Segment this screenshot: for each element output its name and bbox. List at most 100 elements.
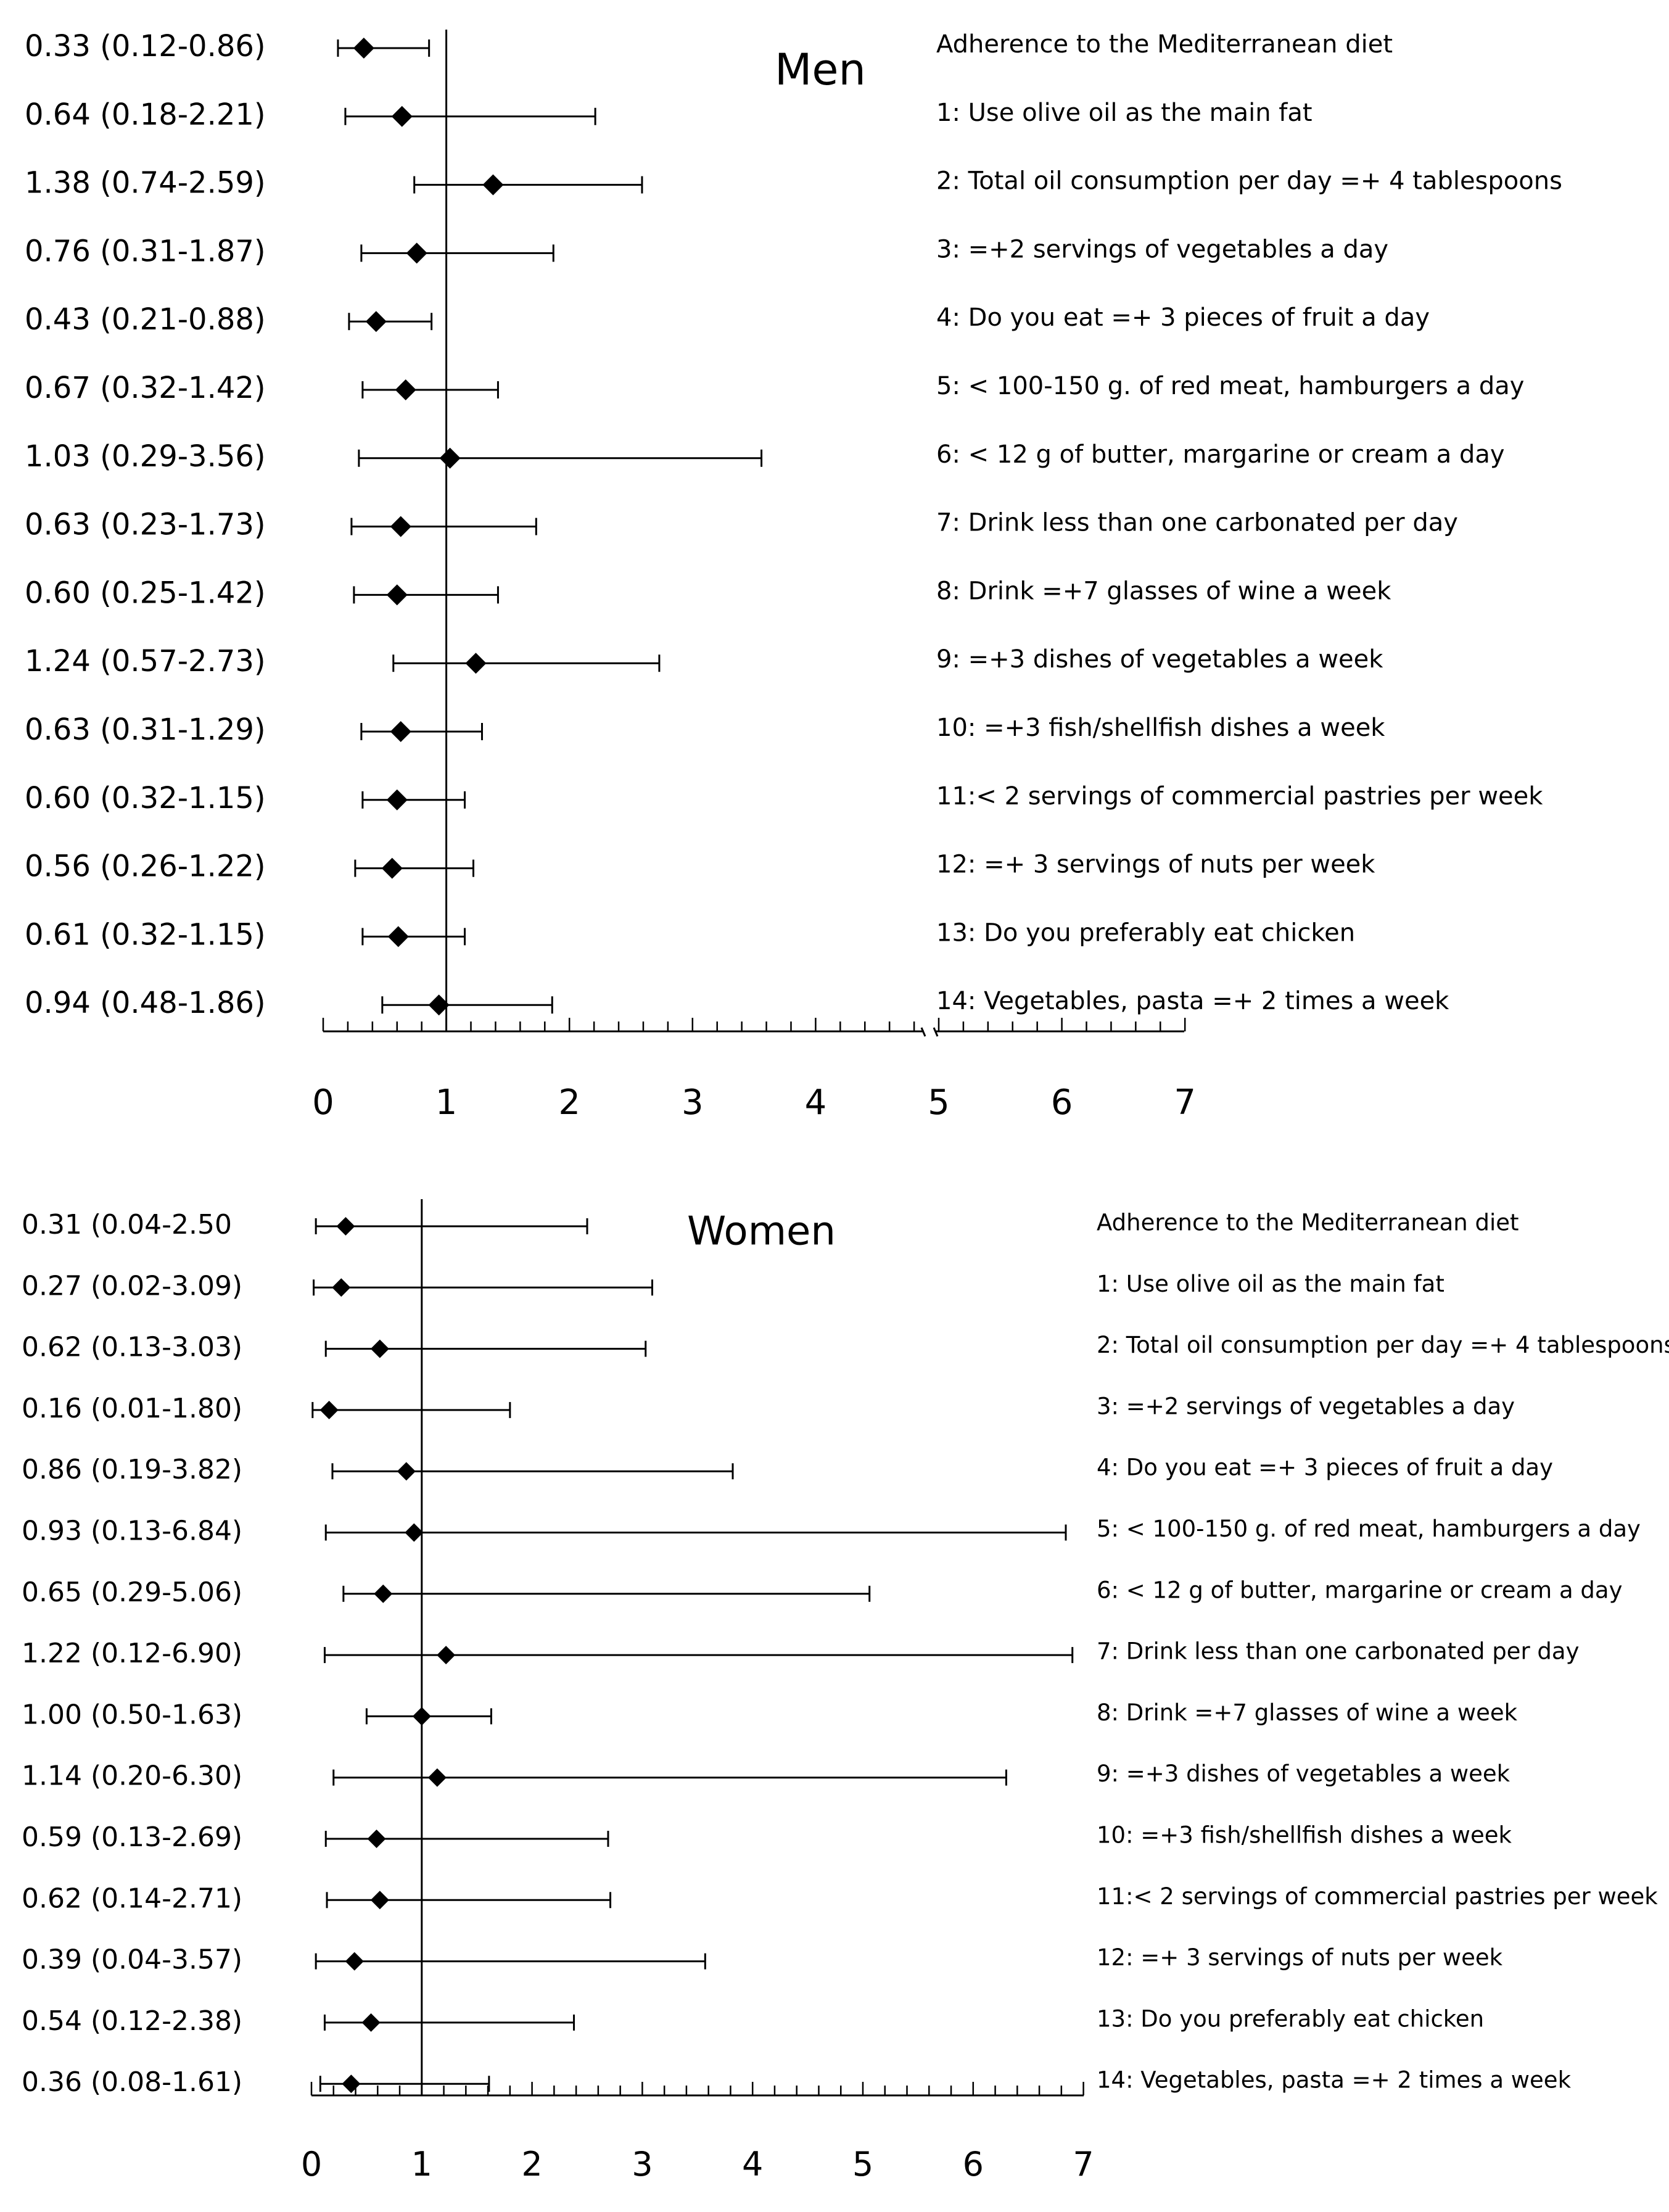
men-row: 0.43 (0.21-0.88) 4: Do you eat =+ 3 piece… [25, 302, 1430, 337]
women-or-diamond-marker [367, 1830, 386, 1848]
women-or-diamond-marker [374, 1584, 393, 1603]
women-or-diamond-marker [405, 1523, 424, 1542]
men-x-tick-label: 3 [682, 1083, 704, 1123]
men-or-label: 0.61 (0.32-1.15) [25, 917, 266, 952]
men-item-label: 2: Total oil consumption per day =+ 4 ta… [936, 167, 1562, 196]
men-or-label: 0.56 (0.26-1.22) [25, 849, 266, 884]
men-x-tick-label: 4 [805, 1083, 827, 1123]
women-or-diamond-marker [397, 1462, 416, 1481]
men-or-diamond-marker [381, 857, 403, 879]
women-row: 1.00 (0.50-1.63) 8: Drink =+7 glasses of … [22, 1699, 1518, 1730]
men-item-label: 4: Do you eat =+ 3 pieces of fruit a day [936, 303, 1430, 332]
men-axis-break-mark [920, 1027, 926, 1037]
women-x-tick-label: 6 [963, 2145, 984, 2184]
men-item-label: 12: =+ 3 servings of nuts per week [936, 851, 1375, 879]
women-or-label: 0.86 (0.19-3.82) [22, 1454, 242, 1485]
men-item-label: 9: =+3 dishes of vegetables a week [936, 645, 1383, 674]
women-item-label: 14: Vegetables, pasta =+ 2 times a week [1097, 2067, 1572, 2094]
men-or-label: 0.76 (0.31-1.87) [25, 234, 266, 268]
men-panel-title: Men [775, 44, 866, 95]
men-row: 0.94 (0.48-1.86) 14: Vegetables, pasta =+… [25, 986, 1449, 1020]
women-or-diamond-marker [370, 1891, 389, 1910]
women-or-label: 1.22 (0.12-6.90) [22, 1638, 242, 1669]
women-item-label: 1: Use olive oil as the main fat [1097, 1271, 1444, 1297]
women-row: 0.65 (0.29-5.06) 6: < 12 g of butter, mar… [22, 1577, 1622, 1608]
women-x-tick-label: 4 [742, 2145, 763, 2184]
women-or-diamond-marker [319, 1400, 339, 1419]
women-item-label: 10: =+3 fish/shellfish dishes a week [1097, 1822, 1512, 1849]
men-or-label: 1.03 (0.29-3.56) [25, 439, 266, 474]
women-or-label: 1.14 (0.20-6.30) [22, 1760, 242, 1792]
men-or-label: 0.63 (0.31-1.29) [25, 712, 266, 747]
women-or-label: 0.39 (0.04-3.57) [22, 1944, 242, 1976]
men-or-label: 0.60 (0.32-1.15) [25, 781, 266, 815]
men-or-diamond-marker [395, 379, 416, 400]
women-row: 0.62 (0.13-3.03) 2: Total oil consumption… [22, 1332, 1669, 1363]
men-row: 1.24 (0.57-2.73) 9: =+3 dishes of vegetab… [25, 644, 1383, 679]
men-axis-break-mark [933, 1027, 939, 1037]
women-or-diamond-marker [412, 1707, 431, 1726]
women-row: 0.31 (0.04-2.50 Adherence to the Mediterr… [22, 1209, 1519, 1240]
women-or-diamond-marker [370, 1339, 389, 1358]
women-row: 0.59 (0.13-2.69) 10: =+3 fish/shellfish d… [22, 1822, 1512, 1853]
women-item-label: 8: Drink =+7 glasses of wine a week [1097, 1699, 1518, 1726]
women-panel-title: Women [687, 1209, 836, 1255]
men-or-label: 0.67 (0.32-1.42) [25, 371, 266, 405]
women-item-label: 2: Total oil consumption per day =+ 4 ta… [1097, 1332, 1669, 1358]
men-or-diamond-marker [428, 994, 450, 1016]
men-or-diamond-marker [386, 789, 408, 811]
women-or-label: 0.93 (0.13-6.84) [22, 1516, 242, 1547]
men-item-label: 5: < 100-150 g. of red meat, hamburgers … [936, 372, 1524, 400]
men-or-label: 0.33 (0.12-0.86) [25, 29, 266, 64]
men-or-diamond-marker [353, 38, 374, 59]
men-row: 1.03 (0.29-3.56) 6: < 12 g of butter, mar… [25, 439, 1505, 474]
women-row: 0.54 (0.12-2.38) 13: Do you preferably ea… [22, 2005, 1484, 2037]
men-or-label: 1.38 (0.74-2.59) [25, 166, 266, 200]
men-or-diamond-marker [390, 721, 411, 742]
women-row: 0.27 (0.02-3.09) 1: Use olive oil as the … [22, 1270, 1444, 1302]
women-row: 0.86 (0.19-3.82) 4: Do you eat =+ 3 piece… [22, 1454, 1553, 1485]
women-item-label: Adherence to the Mediterranean diet [1097, 1210, 1519, 1236]
women-row: 0.39 (0.04-3.57) 12: =+ 3 servings of nut… [22, 1944, 1503, 1976]
men-row: 0.64 (0.18-2.21) 1: Use olive oil as the … [25, 97, 1313, 132]
men-item-label: 7: Drink less than one carbonated per da… [936, 509, 1458, 537]
men-row: 0.76 (0.31-1.87) 3: =+2 servings of veget… [25, 234, 1388, 268]
men-x-tick-label: 5 [928, 1083, 950, 1123]
women-or-diamond-marker [332, 1278, 351, 1297]
women-or-label: 0.54 (0.12-2.38) [22, 2005, 242, 2037]
women-row: 0.16 (0.01-1.80) 3: =+2 servings of veget… [22, 1393, 1515, 1424]
men-or-diamond-marker [439, 447, 461, 469]
men-or-diamond-marker [387, 926, 409, 947]
men-row: 0.33 (0.12-0.86) Adherence to the Mediter… [25, 29, 1393, 64]
men-row: 0.60 (0.32-1.15) 11:< 2 servings of comme… [25, 781, 1543, 815]
women-item-label: 9: =+3 dishes of vegetables a week [1097, 1760, 1510, 1787]
men-x-tick-label: 0 [312, 1083, 334, 1123]
women-or-diamond-marker [336, 1217, 355, 1236]
men-row: 0.67 (0.32-1.42) 5: < 100-150 g. of red m… [25, 371, 1524, 405]
women-item-label: 5: < 100-150 g. of red meat, hamburgers … [1097, 1516, 1641, 1542]
women-or-label: 0.31 (0.04-2.50 [22, 1209, 232, 1240]
men-row: 0.63 (0.23-1.73) 7: Drink less than one c… [25, 508, 1458, 542]
men-or-label: 0.63 (0.23-1.73) [25, 508, 266, 542]
men-item-label: 14: Vegetables, pasta =+ 2 times a week [936, 987, 1449, 1015]
women-row: 0.93 (0.13-6.84) 5: < 100-150 g. of red m… [22, 1516, 1641, 1547]
men-or-label: 0.94 (0.48-1.86) [25, 986, 266, 1020]
women-item-label: 12: =+ 3 servings of nuts per week [1097, 1944, 1503, 1971]
men-or-diamond-marker [391, 105, 413, 127]
women-item-label: 13: Do you preferably eat chicken [1097, 2005, 1484, 2032]
women-panel: Women 0 1 2 3 4 5 6 7 0.31 (0.04-2.50 Adherence to… [22, 1199, 1669, 2184]
men-item-label: 11:< 2 servings of commercial pastries p… [936, 782, 1543, 811]
men-item-label: 8: Drink =+7 glasses of wine a week [936, 577, 1391, 605]
women-row: 1.14 (0.20-6.30) 9: =+3 dishes of vegetab… [22, 1760, 1510, 1792]
women-or-diamond-marker [437, 1646, 456, 1665]
women-or-diamond-marker [361, 2013, 381, 2032]
women-x-tick-label: 7 [1073, 2145, 1094, 2184]
women-or-label: 0.16 (0.01-1.80) [22, 1393, 242, 1424]
men-row: 0.60 (0.25-1.42) 8: Drink =+7 glasses of … [25, 576, 1391, 610]
men-row: 0.61 (0.32-1.15) 13: Do you preferably ea… [25, 917, 1355, 952]
men-item-label: 13: Do you preferably eat chicken [936, 918, 1355, 947]
women-x-tick-label: 5 [852, 2145, 873, 2184]
women-x-tick-label: 1 [411, 2145, 432, 2184]
women-x-tick-label: 2 [521, 2145, 542, 2184]
men-item-label: 6: < 12 g of butter, margarine or cream … [936, 440, 1505, 469]
